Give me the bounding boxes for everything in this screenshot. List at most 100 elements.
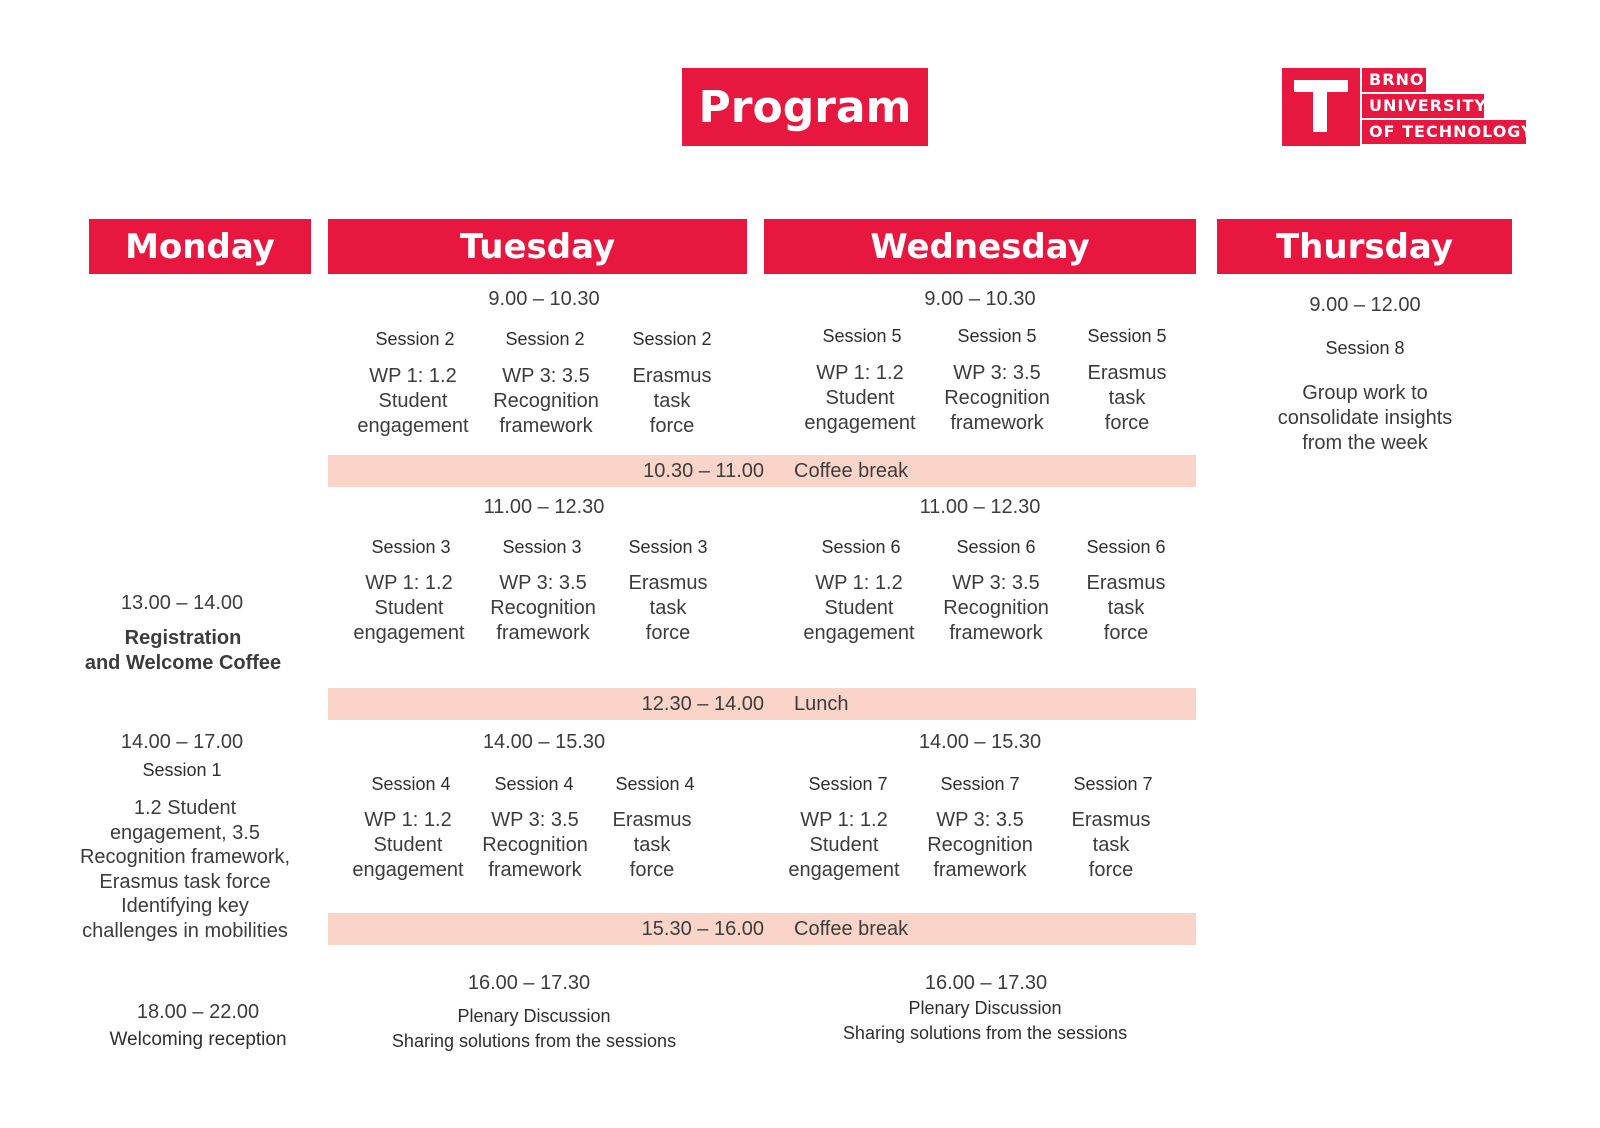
session-line: Student bbox=[373, 834, 443, 856]
tuesday-b2-session-label: Session 3 bbox=[628, 537, 708, 557]
wednesday-plenary-subtitle: Sharing solutions from the sessions bbox=[842, 1023, 1128, 1043]
wednesday-b3-session-description: Erasmus task force bbox=[1051, 808, 1171, 883]
session-line: framework bbox=[488, 859, 582, 881]
registration-line-2: and Welcome Coffee bbox=[84, 652, 282, 674]
coffee-break-band-1: 10.30 – 11.00 Coffee break bbox=[328, 455, 1196, 487]
lunch-band: 12.30 – 14.00 Lunch bbox=[328, 688, 1196, 720]
wednesday-b2-session-label: Session 6 bbox=[821, 537, 901, 557]
wednesday-b1-session-description: Erasmus task force bbox=[1067, 361, 1187, 436]
thursday-session-description: Group work to consolidate insights from … bbox=[1255, 381, 1475, 456]
session-line: WP 1: 1.2 bbox=[364, 809, 452, 831]
break-label: Lunch bbox=[794, 693, 849, 715]
thursday-session-label: Session 8 bbox=[1325, 338, 1405, 358]
tuesday-b2-session-description: WP 1: 1.2 Student engagement bbox=[341, 571, 477, 646]
logo-line-2: UNIVERSITY bbox=[1362, 94, 1486, 118]
page-title: Program bbox=[682, 68, 928, 146]
break-time: 15.30 – 16.00 bbox=[641, 918, 764, 940]
session-line: force bbox=[629, 859, 675, 881]
thursday-time: 9.00 – 12.00 bbox=[1309, 294, 1421, 316]
session-line: task bbox=[653, 390, 691, 412]
day-header-monday: Monday bbox=[89, 219, 311, 274]
session-line: Erasmus bbox=[632, 365, 712, 387]
session-line: framework bbox=[499, 415, 593, 437]
tuesday-plenary-time: 16.00 – 17.30 bbox=[467, 972, 591, 994]
registration-line-1: Registration bbox=[124, 627, 242, 649]
session-line: Recognition bbox=[943, 597, 1049, 619]
session-line: WP 1: 1.2 bbox=[369, 365, 457, 387]
session-line: framework bbox=[496, 622, 590, 644]
tuesday-b1-session-label: Session 2 bbox=[632, 329, 712, 349]
description-line: engagement, 3.5 bbox=[109, 821, 261, 844]
tuesday-plenary-subtitle: Sharing solutions from the sessions bbox=[391, 1031, 677, 1051]
session-line: Student bbox=[825, 387, 895, 409]
session-line: Erasmus bbox=[612, 809, 692, 831]
monday-registration-time: 13.00 – 14.00 bbox=[120, 592, 244, 614]
session-line: task bbox=[1107, 597, 1145, 619]
wednesday-b1-session-label: Session 5 bbox=[822, 326, 902, 346]
session-line: force bbox=[1104, 412, 1150, 434]
session-line: WP 3: 3.5 bbox=[936, 809, 1024, 831]
session-line: Recognition bbox=[944, 387, 1050, 409]
break-label: Coffee break bbox=[794, 918, 909, 940]
session-line: WP 3: 3.5 bbox=[491, 809, 579, 831]
wednesday-b2-session-description: WP 1: 1.2 Student engagement bbox=[791, 571, 927, 646]
logo-line-3: OF TECHNOLOGY bbox=[1362, 120, 1533, 144]
session-line: engagement bbox=[803, 622, 915, 644]
tuesday-b2-session-label: Session 3 bbox=[371, 537, 451, 557]
monday-registration-title: Registration and Welcome Coffee bbox=[60, 626, 306, 676]
tuesday-b1-session-description: WP 3: 3.5 Recognition framework bbox=[481, 364, 611, 439]
coffee-break-band-2: 15.30 – 16.00 Coffee break bbox=[328, 913, 1196, 945]
monday-reception-label: Welcoming reception bbox=[109, 1029, 287, 1050]
session-line: task bbox=[633, 834, 671, 856]
session-line: consolidate insights bbox=[1277, 407, 1453, 429]
wednesday-b3-session-description: WP 1: 1.2 Student engagement bbox=[776, 808, 912, 883]
break-time: 10.30 – 11.00 bbox=[643, 460, 764, 482]
session-line: Student bbox=[378, 390, 448, 412]
session-line: engagement bbox=[804, 412, 916, 434]
session-line: from the week bbox=[1302, 432, 1428, 454]
session-line: force bbox=[645, 622, 691, 644]
tuesday-b3-session-description: Erasmus task force bbox=[592, 808, 712, 883]
session-line: Student bbox=[809, 834, 879, 856]
session-line: engagement bbox=[788, 859, 900, 881]
session-line: Recognition bbox=[927, 834, 1033, 856]
session-line: Recognition bbox=[493, 390, 599, 412]
session-line: WP 3: 3.5 bbox=[952, 572, 1040, 594]
session-line: Student bbox=[824, 597, 894, 619]
tuesday-b1-session-label: Session 2 bbox=[375, 329, 455, 349]
vut-t-logo-icon bbox=[1282, 68, 1360, 146]
break-time: 12.30 – 14.00 bbox=[641, 693, 764, 715]
wednesday-b3-session-label: Session 7 bbox=[808, 774, 888, 794]
tuesday-b3-session-label: Session 4 bbox=[371, 774, 451, 794]
session-line: Erasmus bbox=[628, 572, 708, 594]
tuesday-b2-session-description: Erasmus task force bbox=[608, 571, 728, 646]
wednesday-plenary-time: 16.00 – 17.30 bbox=[924, 972, 1048, 994]
session-line: task bbox=[1108, 387, 1146, 409]
session-line: framework bbox=[950, 412, 1044, 434]
session-line: WP 3: 3.5 bbox=[502, 365, 590, 387]
session-line: Erasmus bbox=[1071, 809, 1151, 831]
monday-session1-description: 1.2 Student engagement, 3.5 Recognition … bbox=[60, 796, 310, 944]
wednesday-block2-time: 11.00 – 12.30 bbox=[919, 496, 1041, 518]
tuesday-b1-session-description: Erasmus task force bbox=[612, 364, 732, 439]
session-line: Recognition bbox=[482, 834, 588, 856]
session-line: Erasmus bbox=[1087, 362, 1167, 384]
session-line: Erasmus bbox=[1086, 572, 1166, 594]
monday-reception-time: 18.00 – 22.00 bbox=[136, 1001, 260, 1023]
session-line: WP 1: 1.2 bbox=[800, 809, 888, 831]
tuesday-block3-time: 14.00 – 15.30 bbox=[482, 731, 606, 753]
wednesday-b2-session-label: Session 6 bbox=[956, 537, 1036, 557]
session-line: engagement bbox=[353, 622, 465, 644]
wednesday-block1-time: 9.00 – 10.30 bbox=[924, 288, 1036, 310]
logo-line-1: BRNO bbox=[1362, 68, 1426, 92]
wednesday-b2-session-description: Erasmus task force bbox=[1066, 571, 1186, 646]
session-line: force bbox=[1103, 622, 1149, 644]
session-line: Group work to bbox=[1302, 382, 1428, 404]
description-line: Identifying key bbox=[121, 895, 249, 918]
wednesday-b1-session-label: Session 5 bbox=[957, 326, 1037, 346]
tuesday-b3-session-description: WP 3: 3.5 Recognition framework bbox=[470, 808, 600, 883]
day-header-wednesday: Wednesday bbox=[764, 219, 1196, 274]
tuesday-b3-session-label: Session 4 bbox=[494, 774, 574, 794]
session-line: force bbox=[1088, 859, 1134, 881]
description-line: Recognition framework, bbox=[79, 846, 291, 869]
